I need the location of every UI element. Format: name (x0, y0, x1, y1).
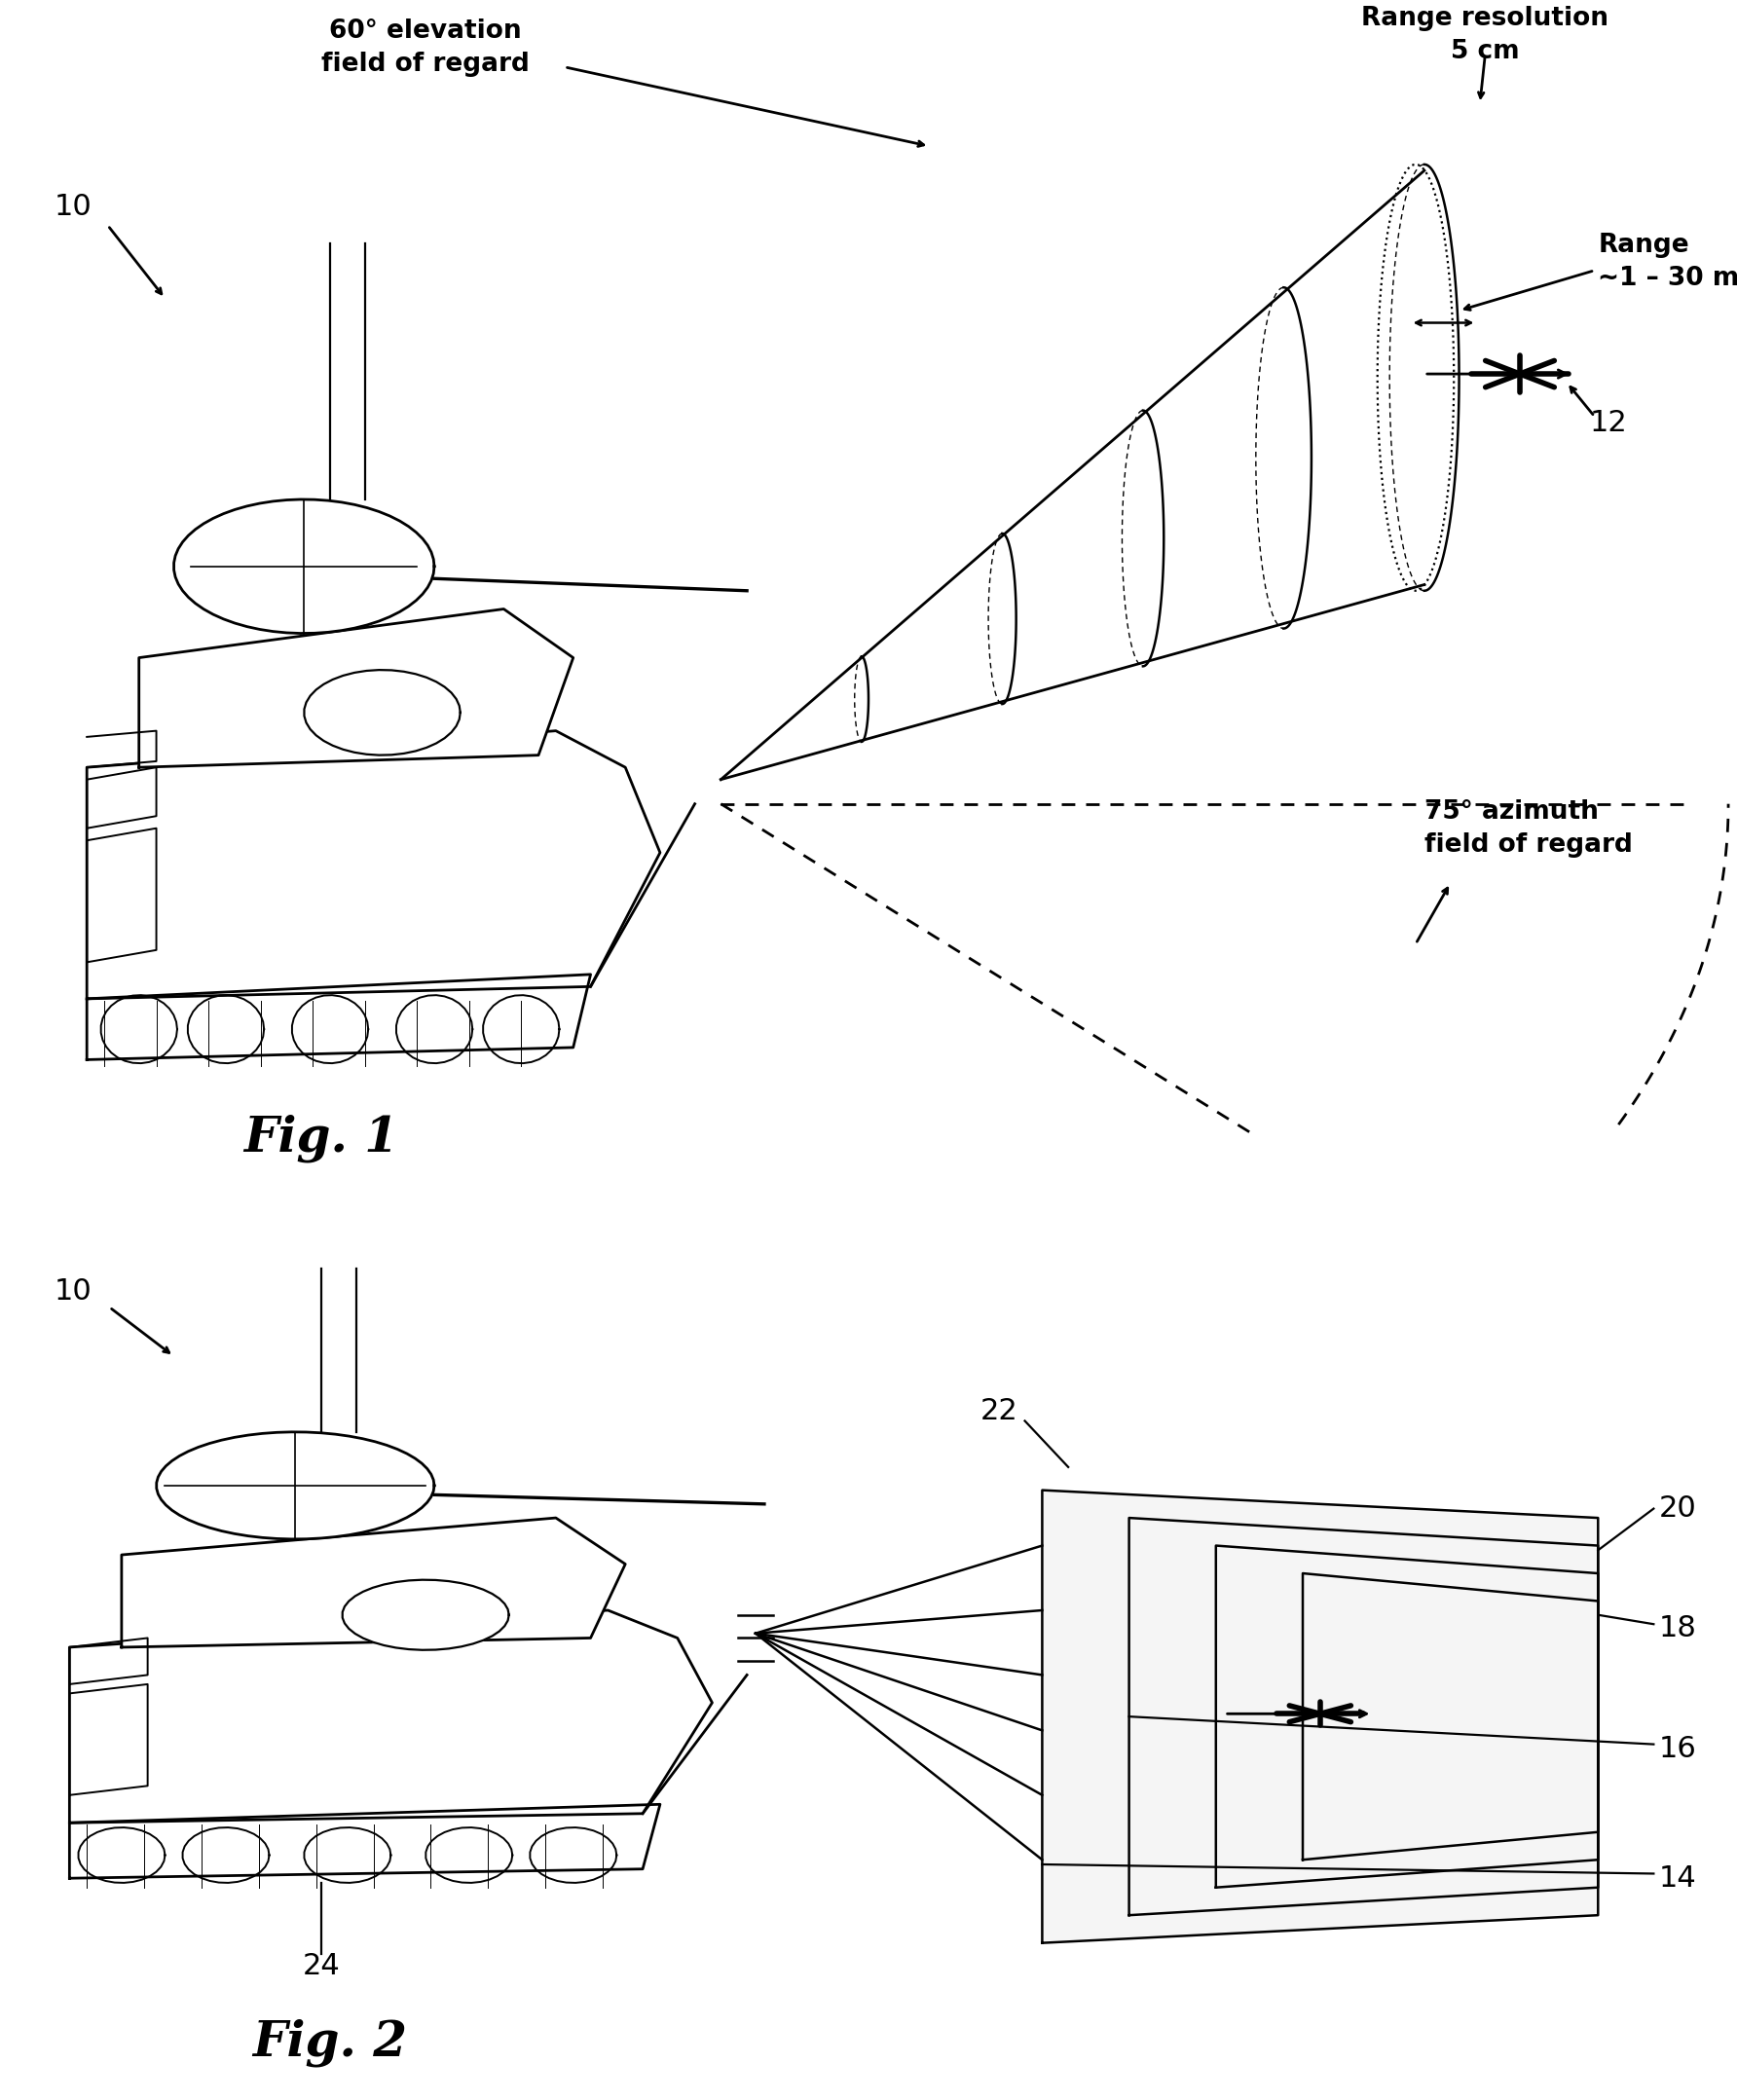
Text: 22: 22 (980, 1396, 1018, 1426)
Text: 10: 10 (54, 1277, 92, 1306)
Text: 60° elevation
field of regard: 60° elevation field of regard (321, 19, 530, 78)
Polygon shape (69, 1804, 660, 1877)
Text: 24: 24 (302, 1951, 340, 1980)
Text: Fig. 1: Fig. 1 (243, 1115, 400, 1163)
Text: 20: 20 (1659, 1495, 1697, 1522)
Text: 18: 18 (1659, 1615, 1697, 1642)
Polygon shape (1216, 1546, 1598, 1888)
Polygon shape (174, 500, 434, 634)
Polygon shape (1129, 1518, 1598, 1915)
Text: Fig. 2: Fig. 2 (252, 2018, 408, 2066)
Text: 12: 12 (1589, 410, 1628, 437)
Text: 10: 10 (54, 193, 92, 220)
Polygon shape (1303, 1573, 1598, 1861)
Polygon shape (69, 1611, 712, 1823)
Text: 16: 16 (1659, 1735, 1697, 1764)
Text: 14: 14 (1659, 1865, 1697, 1892)
Polygon shape (342, 1579, 509, 1651)
Polygon shape (87, 974, 591, 1060)
Text: Range
~1 – 30 m: Range ~1 – 30 m (1598, 233, 1737, 292)
Text: Range resolution
5 cm: Range resolution 5 cm (1362, 6, 1608, 65)
Polygon shape (87, 731, 660, 1000)
Polygon shape (1042, 1491, 1598, 1942)
Polygon shape (122, 1518, 625, 1646)
Text: 75° azimuth
field of regard: 75° azimuth field of regard (1424, 798, 1633, 857)
Polygon shape (139, 609, 573, 766)
Polygon shape (156, 1432, 434, 1539)
Polygon shape (304, 670, 460, 756)
